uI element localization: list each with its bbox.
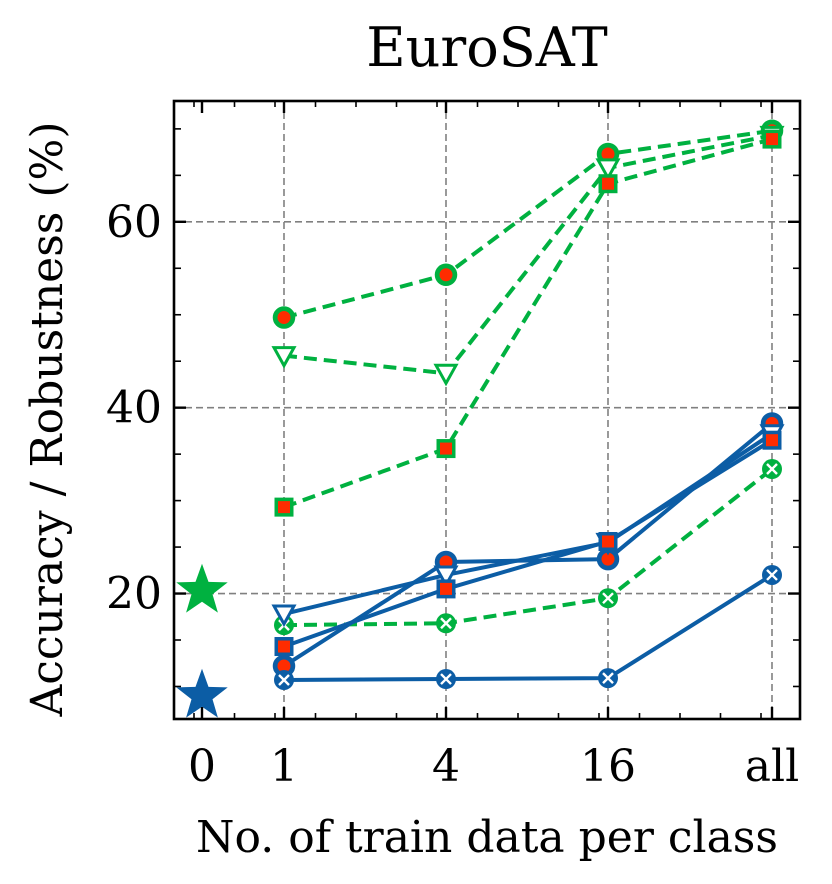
series-line-blue-square bbox=[283, 438, 774, 649]
point-green-square-1 bbox=[274, 497, 294, 517]
chart-title: EuroSAT bbox=[366, 16, 608, 79]
x-axis-label: No. of train data per class bbox=[196, 812, 778, 863]
point-blue-circle-16-dot bbox=[601, 552, 615, 566]
point-green-triangle-4 bbox=[433, 363, 459, 387]
x-tick-label-0: 0 bbox=[188, 741, 216, 792]
y-tick-label-40: 40 bbox=[106, 383, 162, 434]
point-blue-cross-4 bbox=[436, 669, 456, 690]
series-line-green-triangle bbox=[283, 133, 773, 376]
point-green-cross-all-x2 bbox=[766, 463, 778, 475]
tick-labels: 0 1 4 16 all 20 40 60 bbox=[106, 197, 799, 792]
point-green-circle-16-dot bbox=[601, 147, 615, 161]
x-tick-label-1: 1 bbox=[270, 741, 298, 792]
point-green-square-all bbox=[762, 129, 782, 149]
series-line-blue-triangle bbox=[283, 432, 774, 616]
point-green-square-4 bbox=[436, 439, 456, 459]
point-green-circle-1 bbox=[272, 306, 296, 329]
y-axis-label: Accuracy / Robustness (%) bbox=[22, 121, 73, 717]
point-blue-circle-16 bbox=[596, 547, 620, 571]
point-green-circle-1-dot bbox=[277, 311, 291, 325]
series-line-blue-cross bbox=[283, 573, 774, 682]
point-green-triangle-16 bbox=[595, 158, 621, 181]
point-blue-cross-1 bbox=[274, 669, 294, 690]
point-green-cross-16 bbox=[598, 588, 618, 609]
point-green-circle-4 bbox=[434, 263, 458, 287]
series-line-blue-circle bbox=[282, 421, 774, 668]
star-zero-shot-green bbox=[176, 563, 228, 613]
point-blue-cross-1-x2 bbox=[278, 674, 290, 686]
point-blue-cross-4-x2 bbox=[440, 673, 452, 685]
plot-frame bbox=[172, 99, 802, 721]
point-blue-triangle-4 bbox=[433, 565, 459, 589]
point-blue-cross-all bbox=[762, 564, 782, 585]
point-green-cross-16-x2 bbox=[602, 592, 614, 605]
x-tick-label-all: all bbox=[745, 741, 799, 792]
y-tick-label-60: 60 bbox=[106, 197, 162, 248]
y-tick-label-20: 20 bbox=[106, 569, 162, 620]
series-layer bbox=[282, 128, 774, 682]
point-green-triangle-1-shape bbox=[271, 346, 297, 369]
point-blue-triangle-4-shape bbox=[433, 565, 459, 589]
point-green-cross-all bbox=[762, 459, 782, 480]
point-green-square-16-inner bbox=[602, 177, 614, 190]
point-blue-square-4 bbox=[436, 579, 456, 599]
point-green-cross-4-x2 bbox=[440, 617, 452, 630]
point-green-cross-4 bbox=[436, 613, 456, 634]
point-blue-square-4-inner bbox=[440, 582, 452, 595]
point-blue-square-16-inner bbox=[602, 535, 614, 548]
point-blue-triangle-1-shape bbox=[271, 604, 297, 628]
point-green-square-16 bbox=[598, 174, 618, 194]
star-zero-shot-blue bbox=[176, 668, 228, 718]
point-blue-circle-1-dot bbox=[277, 659, 291, 673]
grid bbox=[174, 101, 800, 719]
point-blue-square-all bbox=[762, 430, 782, 450]
point-green-triangle-4-shape bbox=[433, 363, 459, 387]
series-line-green-circle bbox=[283, 128, 773, 320]
point-blue-cross-all-x2 bbox=[766, 569, 778, 581]
series-line-green-square bbox=[283, 137, 773, 509]
point-blue-circle-4-dot bbox=[439, 555, 453, 569]
axis-ticks bbox=[174, 101, 800, 719]
point-green-square-all-inner bbox=[766, 133, 778, 146]
x-tick-label-4: 4 bbox=[432, 741, 460, 792]
point-blue-square-1 bbox=[274, 637, 294, 657]
series-line-green-cross bbox=[283, 467, 774, 628]
point-blue-cross-16-x2 bbox=[602, 672, 614, 684]
point-blue-cross-16 bbox=[598, 668, 618, 689]
point-green-circle-4-dot bbox=[439, 268, 453, 282]
x-tick-label-16: 16 bbox=[580, 741, 636, 792]
point-green-triangle-1 bbox=[271, 346, 297, 369]
point-green-triangle-16-shape bbox=[595, 158, 621, 181]
marker-layer bbox=[176, 119, 785, 718]
point-blue-square-16 bbox=[598, 531, 618, 551]
point-green-square-4-inner bbox=[440, 442, 452, 455]
point-blue-square-1-inner bbox=[278, 640, 290, 653]
point-blue-square-all-inner bbox=[766, 434, 778, 447]
point-green-square-1-inner bbox=[278, 501, 290, 514]
point-blue-triangle-1 bbox=[271, 604, 297, 628]
